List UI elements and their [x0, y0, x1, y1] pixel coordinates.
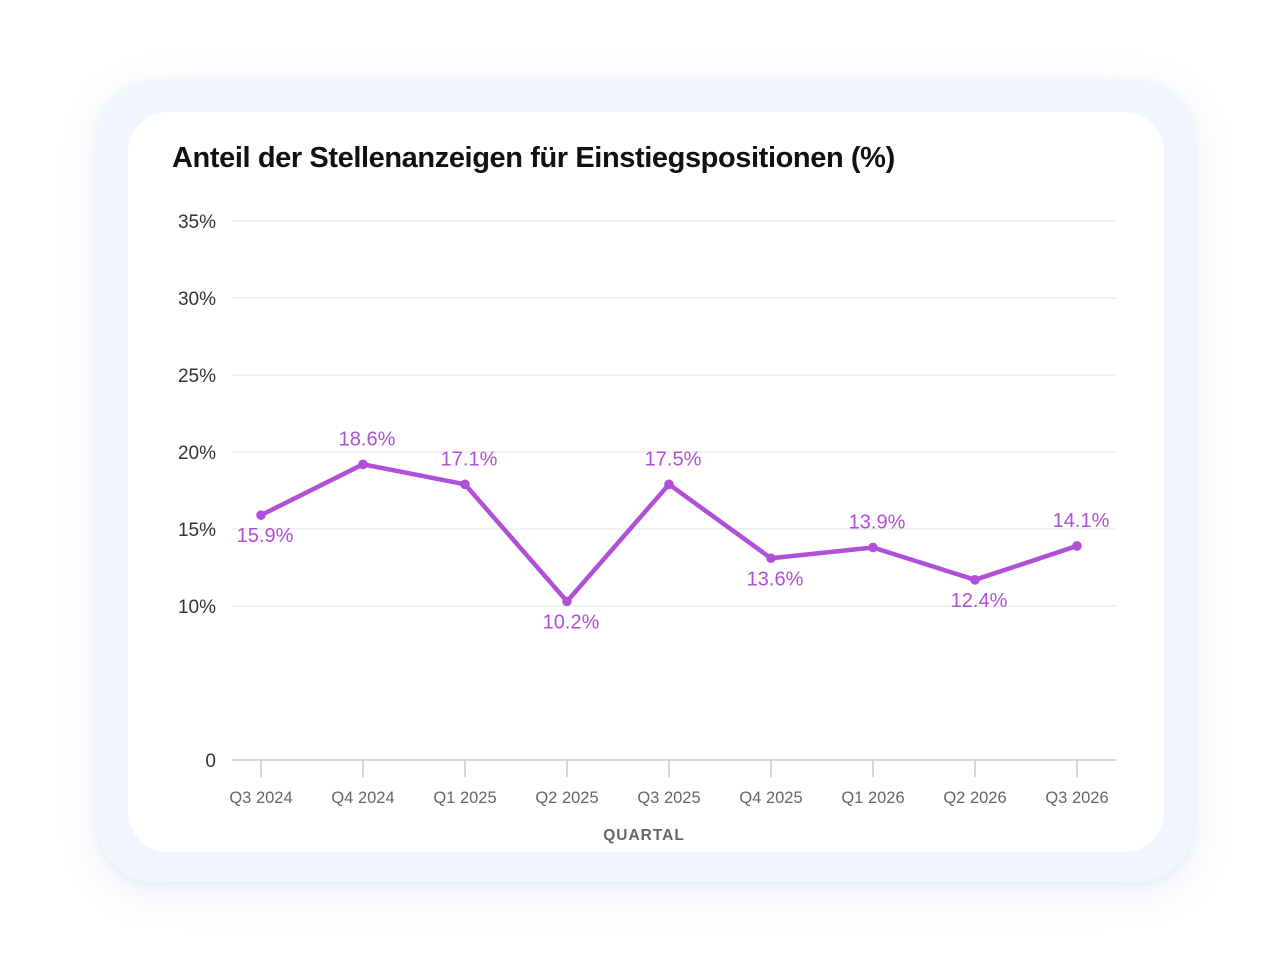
data-point — [562, 596, 572, 607]
data-labels: 15.9% 18.6% 17.1% 10.2% 17.5% 13.6% 13.9% 12.4%… — [237, 428, 1110, 633]
x-tick-label: Q3 2024 — [229, 789, 292, 807]
data-label: 14.1% — [1053, 510, 1110, 532]
chart-title: Anteil der Stellenanzeigen für Einstiegs… — [172, 142, 895, 174]
x-axis: Q3 2024 Q4 2024 Q1 2025 Q2 2025 Q3 2025 Q4 20… — [229, 760, 1109, 807]
x-tick-label: Q2 2026 — [943, 789, 1006, 807]
x-tick-label: Q3 2026 — [1045, 789, 1108, 807]
x-tick-label: Q4 2024 — [331, 789, 394, 807]
data-label: 15.9% — [237, 525, 294, 547]
data-label: 12.4% — [951, 590, 1008, 612]
y-tick-label: 30% — [178, 289, 216, 310]
x-tick-label: Q4 2025 — [739, 789, 802, 807]
x-tick-label: Q1 2026 — [841, 789, 904, 807]
data-label: 10.2% — [543, 611, 600, 633]
data-label: 13.9% — [849, 511, 906, 533]
data-point — [358, 459, 368, 470]
data-label: 17.5% — [645, 448, 702, 470]
data-point — [868, 542, 878, 553]
data-point — [256, 510, 266, 520]
x-axis-title: QUARTAL — [603, 827, 685, 844]
y-tick-label: 25% — [178, 366, 216, 387]
data-point — [460, 479, 470, 490]
y-tick-label: 35% — [178, 212, 216, 233]
data-point — [664, 479, 674, 490]
data-points — [256, 459, 1082, 607]
data-label: 13.6% — [747, 568, 804, 590]
gridlines — [232, 220, 1116, 761]
data-point — [766, 553, 776, 564]
data-label: 17.1% — [441, 448, 498, 470]
x-tick-label: Q2 2025 — [535, 789, 598, 807]
y-axis: 0 10% 15% 20% 25% 30% 35% — [178, 212, 216, 772]
x-tick-label: Q3 2025 — [637, 789, 700, 807]
chart-card — [128, 112, 1164, 852]
data-point — [1072, 541, 1082, 551]
y-tick-label: 10% — [178, 597, 216, 618]
x-tick-label: Q1 2025 — [433, 789, 496, 807]
y-tick-label: 20% — [178, 443, 216, 464]
data-point — [970, 575, 980, 585]
y-tick-label: 15% — [178, 520, 216, 541]
y-tick-label: 0 — [205, 751, 216, 772]
data-label: 18.6% — [339, 428, 396, 450]
